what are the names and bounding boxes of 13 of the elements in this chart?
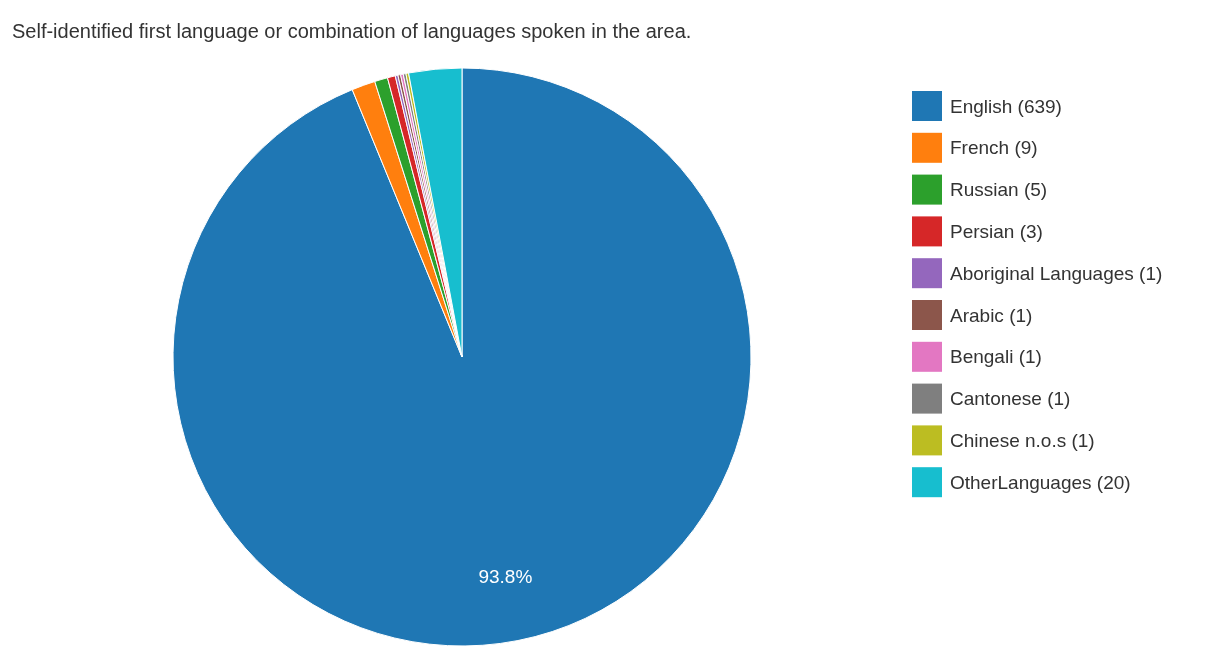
legend-label: Cantonese (1) bbox=[950, 388, 1071, 410]
legend-label: Russian (5) bbox=[950, 179, 1048, 201]
data-label: 93.8% bbox=[478, 566, 533, 588]
legend-label: French (9) bbox=[950, 137, 1038, 159]
legend-label: English (639) bbox=[950, 95, 1062, 117]
legend-label: Bengali (1) bbox=[950, 346, 1042, 368]
legend-label: OtherLanguages (20) bbox=[950, 471, 1131, 493]
legend-label: Chinese n.o.s (1) bbox=[950, 429, 1095, 451]
legend-label: Persian (3) bbox=[950, 220, 1043, 242]
chart-title: Self-identified first language or combination of languages spoken in the area. bbox=[12, 20, 692, 42]
legend-label: Aboriginal Languages (1) bbox=[950, 262, 1163, 284]
pie-slice bbox=[172, 67, 752, 646]
legend-label: Arabic (1) bbox=[950, 304, 1033, 326]
